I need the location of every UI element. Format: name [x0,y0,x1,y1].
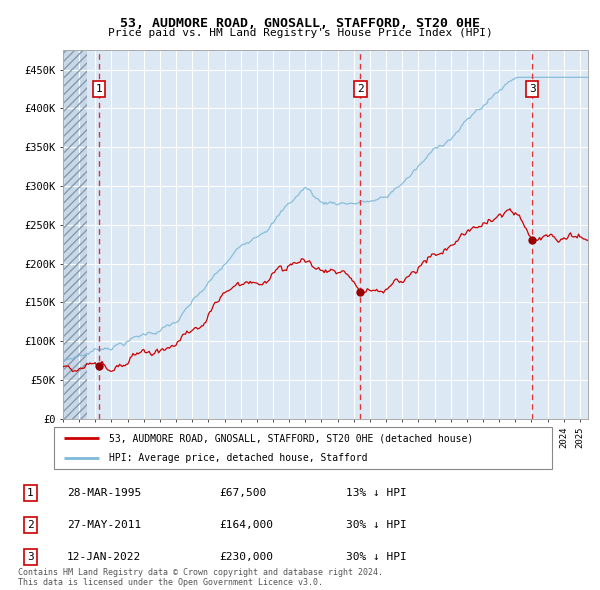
Text: 53, AUDMORE ROAD, GNOSALL, STAFFORD, ST20 0HE: 53, AUDMORE ROAD, GNOSALL, STAFFORD, ST2… [120,17,480,30]
Text: £164,000: £164,000 [220,520,274,530]
Text: 2: 2 [357,84,364,94]
Text: 3: 3 [529,84,535,94]
Text: Price paid vs. HM Land Registry's House Price Index (HPI): Price paid vs. HM Land Registry's House … [107,28,493,38]
Text: 13% ↓ HPI: 13% ↓ HPI [346,488,407,498]
Text: 30% ↓ HPI: 30% ↓ HPI [346,552,407,562]
Text: £230,000: £230,000 [220,552,274,562]
Bar [63,50,87,419]
Text: Contains HM Land Registry data © Crown copyright and database right 2024.
This d: Contains HM Land Registry data © Crown c… [18,568,383,587]
Text: 3: 3 [27,552,34,562]
Bar [63,50,87,419]
FancyBboxPatch shape [54,427,552,469]
Text: 28-MAR-1995: 28-MAR-1995 [67,488,141,498]
Text: 1: 1 [96,84,103,94]
Text: 27-MAY-2011: 27-MAY-2011 [67,520,141,530]
Text: HPI: Average price, detached house, Stafford: HPI: Average price, detached house, Staf… [109,453,367,463]
Text: 12-JAN-2022: 12-JAN-2022 [67,552,141,562]
Text: 1: 1 [27,488,34,498]
Text: 53, AUDMORE ROAD, GNOSALL, STAFFORD, ST20 0HE (detached house): 53, AUDMORE ROAD, GNOSALL, STAFFORD, ST2… [109,433,473,443]
Text: £67,500: £67,500 [220,488,266,498]
Text: 2: 2 [27,520,34,530]
Text: 30% ↓ HPI: 30% ↓ HPI [346,520,407,530]
